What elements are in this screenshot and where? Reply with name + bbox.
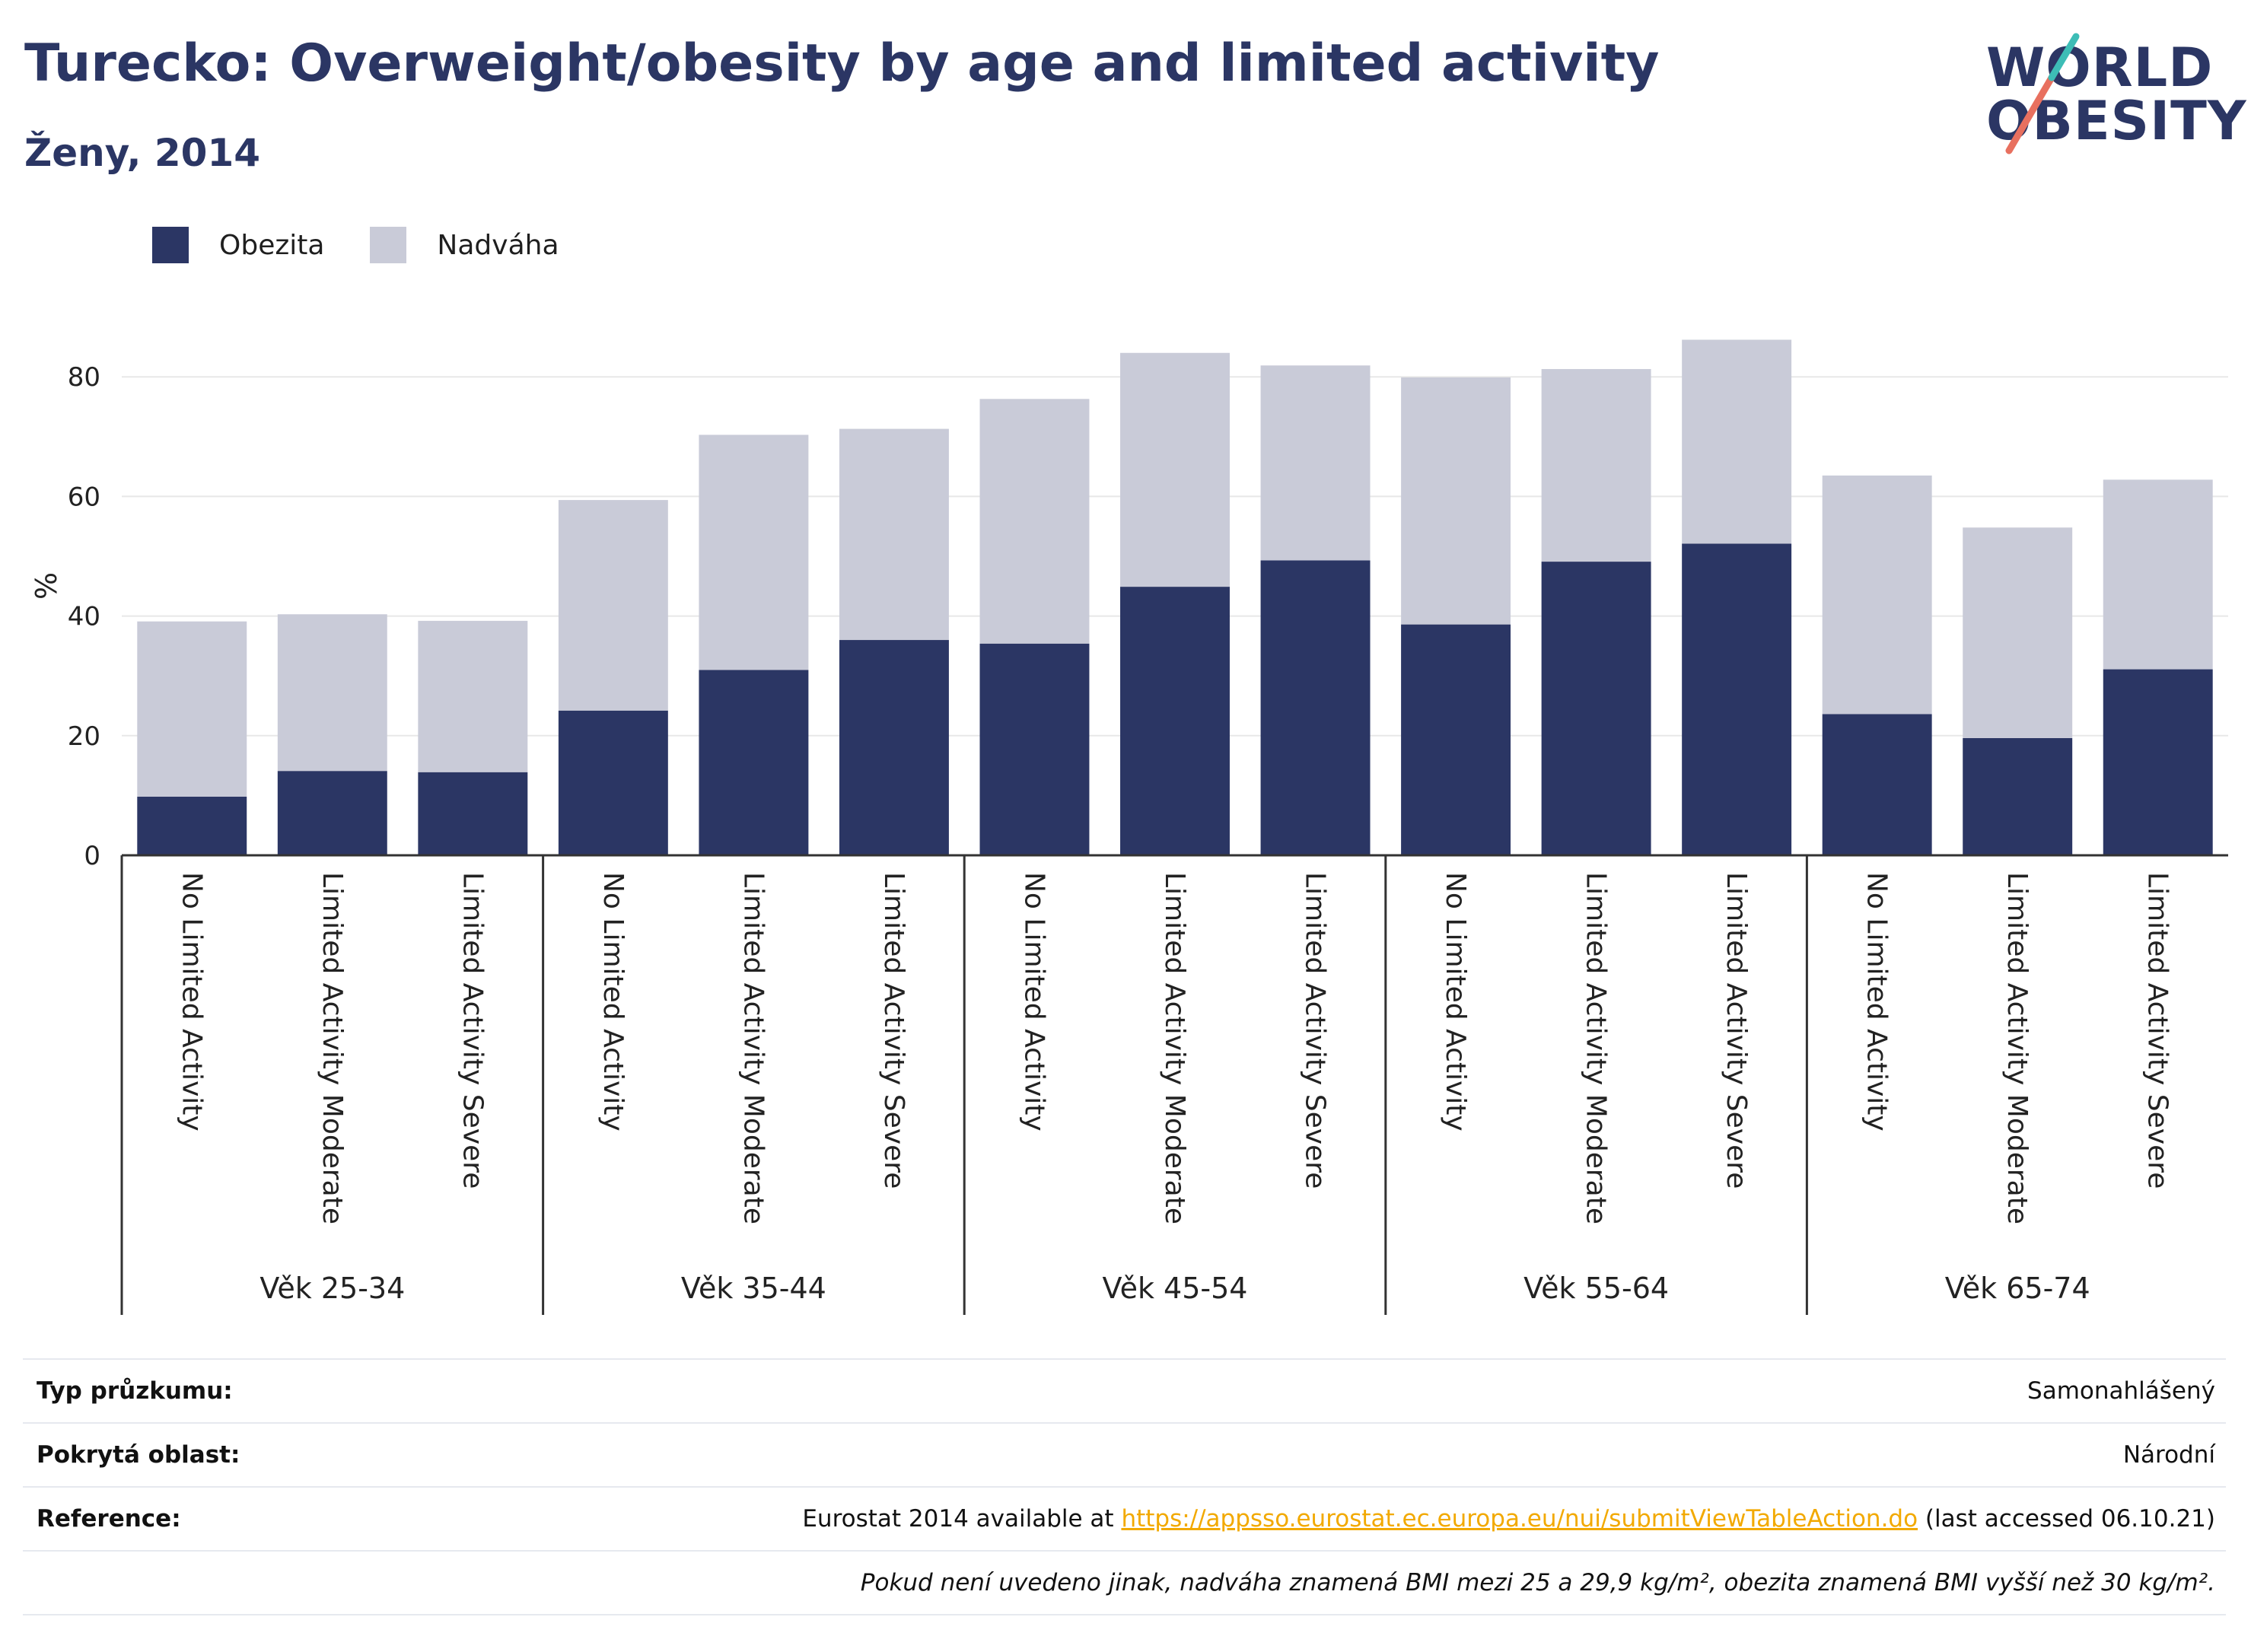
x-tick-label-g0-c1: Limited Activity Moderate bbox=[317, 872, 348, 1224]
x-tick-label-g3-c2: Limited Activity Severe bbox=[1721, 872, 1752, 1189]
bar-obesity-g3-c2 bbox=[1682, 543, 1792, 855]
bar-overweight-g0-c2 bbox=[418, 620, 528, 772]
coverage-value: Národní bbox=[2122, 1441, 2215, 1469]
bar-overweight-g0-c1 bbox=[277, 614, 387, 772]
y-tick-label-4: 80 bbox=[68, 362, 100, 393]
x-tick-label-g4-c0: No Limited Activity bbox=[1861, 872, 1893, 1132]
stacked-bar-chart: 0 20 40 60 80% No Limited Activity Limited Act… bbox=[30, 339, 2228, 1315]
legend-label-obesity: Obezita bbox=[219, 229, 325, 261]
reference-value: Eurostat 2014 available at https://appss… bbox=[802, 1505, 2226, 1533]
coverage-label: Pokrytá oblast: bbox=[37, 1441, 240, 1469]
bar-overweight-g2-c2 bbox=[1260, 365, 1371, 561]
page-subtitle: Ženy, 2014 bbox=[24, 131, 261, 175]
world-obesity-logo: WORLD OBESITY bbox=[1986, 30, 2246, 160]
bar-overweight-g3-c0 bbox=[1401, 377, 1511, 625]
chart-legend: Obezita Nadváha bbox=[152, 227, 605, 263]
bar-obesity-g0-c0 bbox=[137, 796, 247, 855]
info-row-reference: Reference: Eurostat 2014 available at ht… bbox=[23, 1486, 2226, 1550]
x-tick-label-g1-c1: Limited Activity Moderate bbox=[737, 872, 769, 1224]
group-label-1: Věk 35-44 bbox=[681, 1272, 826, 1305]
legend-label-overweight: Nadváha bbox=[437, 229, 559, 261]
y-axis-label: % bbox=[30, 572, 63, 600]
bar-overweight-g1-c0 bbox=[558, 500, 668, 711]
group-label-2: Věk 45-54 bbox=[1103, 1272, 1248, 1305]
bar-obesity-g3-c1 bbox=[1541, 562, 1651, 855]
y-tick-label-3: 60 bbox=[68, 482, 100, 512]
bar-obesity-g1-c1 bbox=[699, 670, 809, 855]
bar-obesity-g4-c0 bbox=[1822, 714, 1932, 855]
bar-overweight-g4-c1 bbox=[1963, 527, 2073, 738]
info-row-note: Pokud není uvedeno jinak, nadváha znamen… bbox=[23, 1550, 2226, 1615]
y-tick-label-0: 0 bbox=[84, 841, 100, 871]
x-tick-label-g4-c2: Limited Activity Severe bbox=[2142, 872, 2173, 1189]
page-title: Turecko: Overweight/obesity by age and l… bbox=[24, 33, 1660, 94]
reference-label: Reference: bbox=[37, 1505, 181, 1533]
bar-overweight-g1-c2 bbox=[839, 428, 949, 641]
bar-overweight-g0-c0 bbox=[137, 621, 247, 797]
x-tick-label-g2-c2: Limited Activity Severe bbox=[1300, 872, 1331, 1189]
reference-link[interactable]: https://appsso.eurostat.ec.europa.eu/nui… bbox=[1121, 1505, 1918, 1533]
x-tick-label-g3-c0: No Limited Activity bbox=[1440, 872, 1471, 1132]
bar-obesity-g3-c0 bbox=[1401, 624, 1511, 855]
survey-type-value: Samonahlášený bbox=[2027, 1377, 2215, 1405]
legend-swatch-overweight bbox=[370, 227, 407, 263]
bar-obesity-g1-c2 bbox=[839, 640, 949, 855]
x-tick-label-g1-c0: No Limited Activity bbox=[597, 872, 629, 1132]
bar-overweight-g1-c1 bbox=[699, 434, 809, 670]
x-tick-label-g3-c1: Limited Activity Moderate bbox=[1581, 872, 1612, 1224]
bar-obesity-g2-c0 bbox=[979, 643, 1090, 855]
bar-overweight-g4-c2 bbox=[2103, 479, 2213, 670]
bar-overweight-g4-c0 bbox=[1822, 475, 1932, 715]
bar-obesity-g2-c1 bbox=[1120, 587, 1230, 855]
reference-suffix: (last accessed 06.10.21) bbox=[1918, 1505, 2215, 1533]
x-tick-label-g0-c2: Limited Activity Severe bbox=[457, 872, 488, 1189]
bar-obesity-g1-c0 bbox=[558, 710, 668, 855]
bar-overweight-g3-c1 bbox=[1541, 368, 1651, 562]
y-tick-label-2: 40 bbox=[68, 602, 100, 632]
reference-prefix: Eurostat 2014 available at bbox=[802, 1505, 1122, 1533]
group-label-4: Věk 65-74 bbox=[1945, 1272, 2090, 1305]
legend-swatch-obesity bbox=[152, 227, 189, 263]
bar-overweight-g2-c1 bbox=[1120, 352, 1230, 587]
bar-obesity-g4-c2 bbox=[2103, 669, 2213, 855]
survey-type-label: Typ průzkumu: bbox=[37, 1377, 233, 1405]
logo-line-1: WORLD bbox=[1986, 37, 2214, 99]
bar-obesity-g0-c2 bbox=[418, 772, 528, 855]
bar-obesity-g4-c1 bbox=[1963, 737, 2073, 855]
group-label-0: Věk 25-34 bbox=[259, 1272, 405, 1305]
definition-note: Pokud není uvedeno jinak, nadváha znamen… bbox=[860, 1569, 2215, 1596]
y-tick-label-1: 20 bbox=[68, 721, 100, 752]
bar-obesity-g0-c1 bbox=[277, 771, 387, 855]
x-tick-label-g2-c1: Limited Activity Moderate bbox=[1159, 872, 1190, 1224]
logo-slash-icon bbox=[2005, 33, 2080, 154]
group-label-3: Věk 55-64 bbox=[1523, 1272, 1669, 1305]
x-tick-label-g2-c0: No Limited Activity bbox=[1018, 872, 1049, 1132]
bar-obesity-g2-c2 bbox=[1260, 560, 1371, 855]
x-tick-label-g1-c2: Limited Activity Severe bbox=[878, 872, 909, 1189]
x-tick-label-g4-c1: Limited Activity Moderate bbox=[2001, 872, 2033, 1224]
info-row-coverage: Pokrytá oblast: Národní bbox=[23, 1422, 2226, 1486]
x-tick-label-g0-c0: No Limited Activity bbox=[176, 872, 207, 1132]
info-row-survey-type: Typ průzkumu: Samonahlášený bbox=[23, 1358, 2226, 1422]
info-table: Typ průzkumu: Samonahlášený Pokrytá obla… bbox=[23, 1358, 2226, 1615]
bar-overweight-g3-c2 bbox=[1682, 339, 1792, 544]
bar-overweight-g2-c0 bbox=[979, 399, 1090, 644]
